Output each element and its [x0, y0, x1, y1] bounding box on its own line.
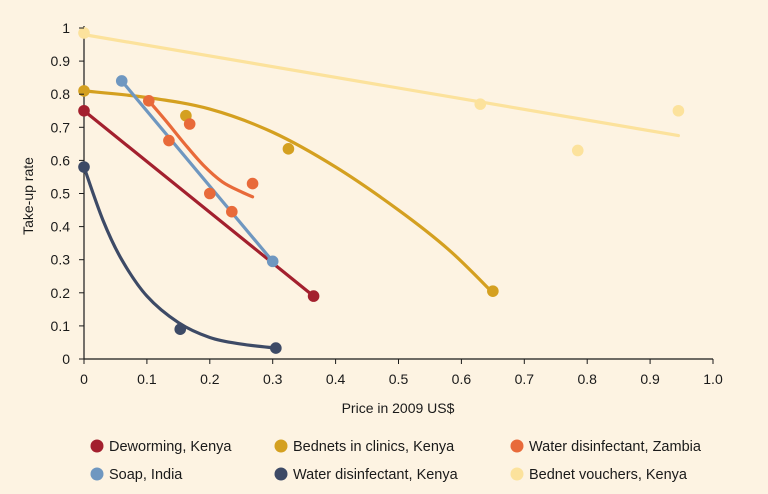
- data-point-deworming-kenya: [307, 290, 320, 302]
- tick-labels: 0 0.1 0.2 0.3 0.4 0.5 0.6 0.7 0.8 0.9 1.0 0 0.1 0.2 0.…: [51, 20, 723, 387]
- data-point-water-disinfectant-zambia: [246, 177, 259, 190]
- legend-label: Bednets in clinics, Kenya: [293, 439, 455, 455]
- legend-swatch: [90, 439, 104, 453]
- legend-swatch: [274, 439, 288, 453]
- y-tick-label: 0.9: [51, 53, 71, 69]
- trend-line-deworming-kenya: [82, 109, 316, 298]
- data-point-bednet-vouchers-kenya: [571, 144, 584, 157]
- legend-label: Water disinfectant, Zambia: [529, 439, 702, 455]
- legend-swatch: [510, 439, 524, 453]
- y-tick-label: 0: [62, 351, 70, 367]
- y-tick-label: 0.8: [51, 86, 71, 102]
- y-tick-label: 0.7: [51, 119, 71, 135]
- x-tick-label: 0.9: [640, 371, 660, 387]
- x-tick-label: 0.4: [326, 371, 346, 387]
- data-point-water-disinfectant-zambia: [163, 134, 175, 147]
- legend-item-soap-india: Soap, India: [90, 467, 183, 483]
- data-point-bednet-vouchers-kenya: [474, 98, 487, 110]
- x-axis-title: Price in 2009 US$: [342, 400, 455, 416]
- y-tick-label: 0.5: [51, 186, 71, 202]
- y-tick-label: 0.4: [51, 219, 71, 235]
- legend-label: Bednet vouchers, Kenya: [529, 467, 688, 483]
- data-point-water-disinfectant-kenya: [174, 323, 187, 336]
- x-tick-label: 0.2: [200, 371, 220, 387]
- data-point-bednets-in-clinics-kenya: [487, 285, 499, 297]
- data-point-water-disinfectant-zambia: [183, 118, 196, 130]
- data-point-deworming-kenya: [78, 104, 90, 117]
- legend-item-deworming-kenya: Deworming, Kenya: [90, 439, 232, 455]
- data-point-bednet-vouchers-kenya: [78, 27, 90, 39]
- x-tick-label: 0.8: [577, 371, 597, 387]
- legend-label: Water disinfectant, Kenya: [293, 467, 459, 483]
- x-tick-label: 0.7: [515, 371, 535, 387]
- data-points: [78, 27, 685, 354]
- y-tick-label: 0.1: [51, 318, 71, 334]
- data-point-bednet-vouchers-kenya: [672, 104, 685, 117]
- legend: Deworming, Kenya Bednets in clinics, Keny…: [90, 439, 702, 483]
- y-tick-label: 0.3: [51, 252, 71, 268]
- legend-label: Soap, India: [109, 467, 183, 483]
- data-point-soap-india: [266, 255, 279, 268]
- data-point-water-disinfectant-kenya: [270, 342, 282, 354]
- x-tick-label: 0.1: [137, 371, 157, 387]
- x-tick-label: 0.6: [452, 371, 472, 387]
- trend-line-bednets-in-clinics-kenya: [82, 89, 495, 295]
- data-point-water-disinfectant-zambia: [226, 205, 238, 218]
- data-point-soap-india: [115, 75, 128, 87]
- y-axis-title: Take-up rate: [20, 157, 36, 235]
- data-point-water-disinfectant-kenya: [78, 161, 90, 173]
- trend-line-soap-india: [120, 79, 275, 263]
- data-point-water-disinfectant-zambia: [204, 187, 216, 200]
- x-tick-label: 1.0: [703, 371, 723, 387]
- y-tick-label: 1: [62, 20, 70, 36]
- legend-item-water-disinfectant-kenya: Water disinfectant, Kenya: [274, 467, 459, 483]
- y-tick-label: 0.6: [51, 152, 71, 168]
- data-point-bednets-in-clinics-kenya: [282, 143, 295, 155]
- legend-item-water-disinfectant-zambia: Water disinfectant, Zambia: [510, 439, 702, 455]
- x-tick-label: 0: [80, 371, 88, 387]
- axes: [83, 26, 713, 360]
- legend-swatch: [274, 467, 288, 481]
- data-point-water-disinfectant-zambia: [142, 95, 155, 107]
- data-point-bednets-in-clinics-kenya: [78, 85, 90, 97]
- legend-swatch: [90, 467, 104, 481]
- x-tick-label: 0.3: [263, 371, 283, 387]
- legend-label: Deworming, Kenya: [109, 439, 232, 455]
- legend-item-bednet-vouchers-kenya: Bednet vouchers, Kenya: [510, 467, 688, 483]
- trend-line-water-disinfectant-zambia: [147, 99, 255, 199]
- x-tick-label: 0.5: [389, 371, 409, 387]
- trend-line-water-disinfectant-kenya: [82, 165, 278, 350]
- legend-swatch: [510, 467, 524, 481]
- trend-line-bednet-vouchers-kenya: [82, 33, 681, 138]
- y-tick-label: 0.2: [51, 285, 71, 301]
- legend-item-bednets-in-clinics-kenya: Bednets in clinics, Kenya: [274, 439, 455, 455]
- trend-lines: [82, 33, 681, 350]
